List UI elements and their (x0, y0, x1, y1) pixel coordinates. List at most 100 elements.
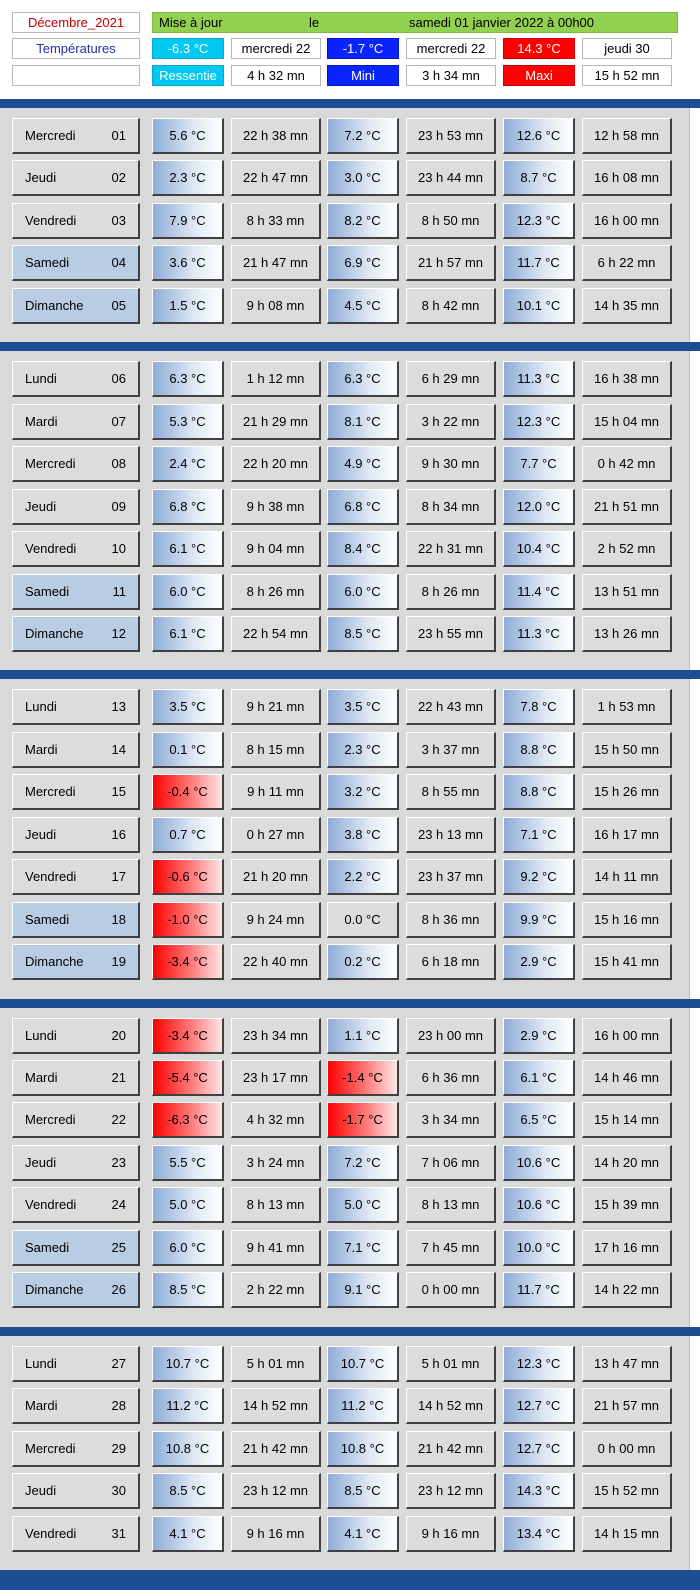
mini-time-cell: 23 h 37 mn (406, 859, 496, 895)
empty-label-cell (12, 65, 140, 86)
mini-value: -1.7 °C (327, 38, 399, 59)
maxi-cell: 12.3 °C (503, 1346, 575, 1382)
day-number: 26 (111, 1282, 126, 1297)
mini-time-cell: 23 h 44 mn (406, 160, 496, 196)
day-number: 06 (111, 371, 126, 386)
update-date: samedi 01 janvier 2022 à 00h00 (409, 15, 595, 30)
maxi-cell: 7.1 °C (503, 817, 575, 853)
maxi-time-cell: 13 h 47 mn (582, 1346, 672, 1382)
maxi-time-cell: 14 h 35 mn (582, 288, 672, 324)
month-label: Décembre_2021 (12, 12, 140, 33)
week-separator (0, 998, 700, 1008)
day-label: Mercredi 15 (12, 774, 140, 810)
maxi-time-cell: 1 h 53 mn (582, 689, 672, 725)
ressentie-time-cell: 8 h 13 mn (231, 1187, 321, 1223)
day-name: Jeudi (25, 1483, 57, 1498)
day-name: Samedi (25, 584, 70, 599)
mini-time-cell: 21 h 42 mn (406, 1431, 496, 1467)
ressentie-cell: 11.2 °C (152, 1388, 224, 1424)
mini-time-cell: 8 h 55 mn (406, 774, 496, 810)
maxi-label: Maxi (503, 65, 575, 86)
maxi-time-cell: 21 h 57 mn (582, 1388, 672, 1424)
update-label: Mise à jour (159, 15, 223, 30)
day-name: Dimanche (25, 1282, 84, 1297)
mini-time-cell: 21 h 57 mn (406, 245, 496, 281)
mini-cell: 8.5 °C (327, 1473, 399, 1509)
day-label: Vendredi 10 (12, 531, 140, 567)
ressentie-time-cell: 14 h 52 mn (231, 1388, 321, 1424)
day-number: 05 (111, 298, 126, 313)
mini-time-cell: 5 h 01 mn (406, 1346, 496, 1382)
mini-time-cell: 8 h 13 mn (406, 1187, 496, 1223)
day-number: 13 (111, 699, 126, 714)
ressentie-cell: 2.3 °C (152, 160, 224, 196)
day-label: Jeudi 30 (12, 1473, 140, 1509)
day-label: Samedi 11 (12, 574, 140, 610)
maxi-cell: 13.4 °C (503, 1516, 575, 1552)
mini-cell: 3.2 °C (327, 774, 399, 810)
ressentie-cell: 7.9 °C (152, 203, 224, 239)
day-number: 23 (111, 1155, 126, 1170)
ressentie-cell: 8.5 °C (152, 1272, 224, 1308)
day-number: 01 (111, 128, 126, 143)
mini-cell: 7.2 °C (327, 1145, 399, 1181)
day-label: Jeudi 02 (12, 160, 140, 196)
ressentie-time-cell: 8 h 15 mn (231, 732, 321, 768)
maxi-cell: 11.7 °C (503, 245, 575, 281)
day-name: Vendredi (25, 1526, 77, 1541)
maxi-cell: 10.4 °C (503, 531, 575, 567)
maxi-time-cell: 12 h 58 mn (582, 118, 672, 154)
day-label: Mercredi 01 (12, 118, 140, 154)
maxi-cell: 12.7 °C (503, 1388, 575, 1424)
ressentie-cell: 10.8 °C (152, 1431, 224, 1467)
day-label: Mercredi 08 (12, 446, 140, 482)
day-name: Jeudi (25, 1155, 57, 1170)
maxi-cell: 9.9 °C (503, 902, 575, 938)
ressentie-time-cell: 23 h 12 mn (231, 1473, 321, 1509)
maxi-time-cell: 15 h 39 mn (582, 1187, 672, 1223)
day-number: 20 (111, 1028, 126, 1043)
mini-time-cell: 6 h 36 mn (406, 1060, 496, 1096)
mini-cell: 4.1 °C (327, 1516, 399, 1552)
day-number: 21 (111, 1070, 126, 1085)
mini-cell: 4.5 °C (327, 288, 399, 324)
maxi-cell: 11.4 °C (503, 574, 575, 610)
day-label: Samedi 25 (12, 1230, 140, 1266)
maxi-time-cell: 15 h 52 mn (582, 1473, 672, 1509)
mini-cell: 0.2 °C (327, 944, 399, 980)
mini-cell: 8.5 °C (327, 616, 399, 652)
ressentie-cell: 6.1 °C (152, 531, 224, 567)
maxi-time-cell: 15 h 16 mn (582, 902, 672, 938)
maxi-time-cell: 16 h 00 mn (582, 1018, 672, 1054)
day-number: 14 (111, 742, 126, 757)
maxi-time-cell: 14 h 15 mn (582, 1516, 672, 1552)
ressentie-time: 4 h 32 mn (231, 65, 321, 86)
maxi-cell: 12.6 °C (503, 118, 575, 154)
mini-cell: 3.5 °C (327, 689, 399, 725)
mini-time-cell: 3 h 22 mn (406, 404, 496, 440)
maxi-time-cell: 16 h 38 mn (582, 361, 672, 397)
day-name: Dimanche (25, 626, 84, 641)
mini-cell: 7.2 °C (327, 118, 399, 154)
week-separator (0, 99, 700, 108)
mini-time-cell: 7 h 06 mn (406, 1145, 496, 1181)
ressentie-cell: 8.5 °C (152, 1473, 224, 1509)
ressentie-time-cell: 21 h 47 mn (231, 245, 321, 281)
ressentie-time-cell: 9 h 38 mn (231, 489, 321, 525)
ressentie-time-cell: 9 h 41 mn (231, 1230, 321, 1266)
maxi-time-cell: 14 h 20 mn (582, 1145, 672, 1181)
maxi-time-cell: 14 h 22 mn (582, 1272, 672, 1308)
maxi-cell: 2.9 °C (503, 944, 575, 980)
ressentie-time-cell: 4 h 32 mn (231, 1102, 321, 1138)
ressentie-cell: 5.6 °C (152, 118, 224, 154)
ressentie-cell: 6.0 °C (152, 574, 224, 610)
mini-cell: 0.0 °C (327, 902, 399, 938)
day-number: 31 (111, 1526, 126, 1541)
ressentie-time-cell: 1 h 12 mn (231, 361, 321, 397)
day-label: Dimanche 05 (12, 288, 140, 324)
ressentie-cell: 5.3 °C (152, 404, 224, 440)
mini-time-cell: 8 h 26 mn (406, 574, 496, 610)
day-number: 04 (111, 255, 126, 270)
day-name: Dimanche (25, 954, 84, 969)
maxi-cell: 7.7 °C (503, 446, 575, 482)
